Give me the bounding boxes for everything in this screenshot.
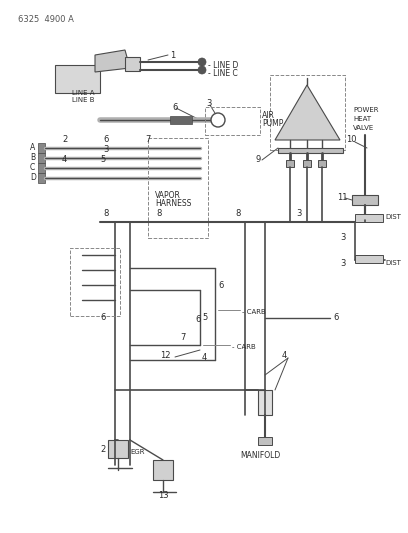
Text: 8: 8 [235, 209, 240, 219]
Text: 3: 3 [340, 232, 346, 241]
Text: 2: 2 [62, 135, 67, 144]
Bar [170, 116, 192, 124]
Bar [286, 160, 294, 167]
Bar [278, 148, 343, 153]
Text: 13: 13 [158, 490, 169, 499]
Text: HEAT: HEAT [353, 116, 371, 122]
Text: 4: 4 [62, 156, 67, 165]
Text: 7: 7 [180, 333, 185, 342]
Text: 11: 11 [337, 192, 348, 201]
Text: 3: 3 [206, 100, 211, 109]
Text: A: A [30, 143, 35, 152]
Bar [270, 75, 345, 150]
Text: 6: 6 [103, 135, 109, 144]
Text: - CARB: - CARB [242, 309, 266, 315]
Text: HARNESS: HARNESS [155, 199, 191, 208]
Text: 1: 1 [170, 51, 175, 60]
Text: LINE A: LINE A [72, 90, 95, 96]
Bar [153, 460, 173, 480]
Bar [108, 440, 128, 458]
Text: 5: 5 [202, 313, 207, 322]
Text: - CARB: - CARB [232, 344, 256, 350]
Circle shape [198, 58, 206, 66]
Bar [125, 57, 140, 71]
Text: 12: 12 [160, 351, 171, 359]
Polygon shape [275, 85, 340, 140]
Bar [355, 255, 383, 263]
Bar [38, 163, 45, 173]
Bar [258, 390, 272, 415]
Text: D: D [30, 174, 36, 182]
Text: 10: 10 [346, 135, 357, 144]
Text: DIST: DIST [385, 214, 401, 220]
Text: 6: 6 [195, 316, 200, 325]
Circle shape [211, 113, 225, 127]
Text: VAPOR: VAPOR [155, 190, 181, 199]
Text: 4: 4 [282, 351, 287, 359]
Bar [303, 160, 311, 167]
Bar [70, 248, 120, 316]
Text: PUMP: PUMP [262, 118, 284, 127]
Text: AIR: AIR [262, 110, 275, 119]
Bar [148, 138, 208, 238]
Bar [352, 195, 378, 205]
Text: 7: 7 [145, 135, 151, 144]
Text: B: B [30, 154, 35, 163]
Text: 6: 6 [172, 102, 177, 111]
Text: 3: 3 [340, 259, 346, 268]
Text: 8: 8 [156, 208, 162, 217]
Circle shape [198, 66, 206, 74]
Text: 4: 4 [202, 352, 207, 361]
Text: DIST: DIST [385, 260, 401, 266]
Text: LINE B: LINE B [72, 97, 95, 103]
Bar [38, 153, 45, 163]
Text: 2: 2 [100, 446, 105, 455]
Text: 3: 3 [296, 209, 302, 219]
Bar [205, 107, 260, 135]
Bar [318, 160, 326, 167]
Bar [38, 143, 45, 153]
Bar [38, 173, 45, 183]
Text: 6: 6 [218, 280, 223, 289]
Text: - LINE D: - LINE D [208, 61, 238, 69]
Text: 5: 5 [100, 156, 105, 165]
Bar [355, 214, 383, 222]
Text: MANIFOLD: MANIFOLD [240, 450, 280, 459]
Text: 3: 3 [103, 146, 109, 155]
Polygon shape [95, 50, 130, 72]
Text: 6: 6 [100, 313, 105, 322]
Text: EGR: EGR [130, 449, 144, 455]
Bar [55, 65, 100, 93]
Text: POWER: POWER [353, 107, 379, 113]
Text: 8: 8 [103, 209, 109, 219]
Text: 6: 6 [333, 313, 338, 322]
Text: - LINE C: - LINE C [208, 69, 238, 77]
Text: 9: 9 [255, 156, 260, 165]
Bar [258, 437, 272, 445]
Text: 6325  4900 A: 6325 4900 A [18, 15, 74, 25]
Text: VALVE: VALVE [353, 125, 374, 131]
Text: C: C [30, 164, 35, 173]
